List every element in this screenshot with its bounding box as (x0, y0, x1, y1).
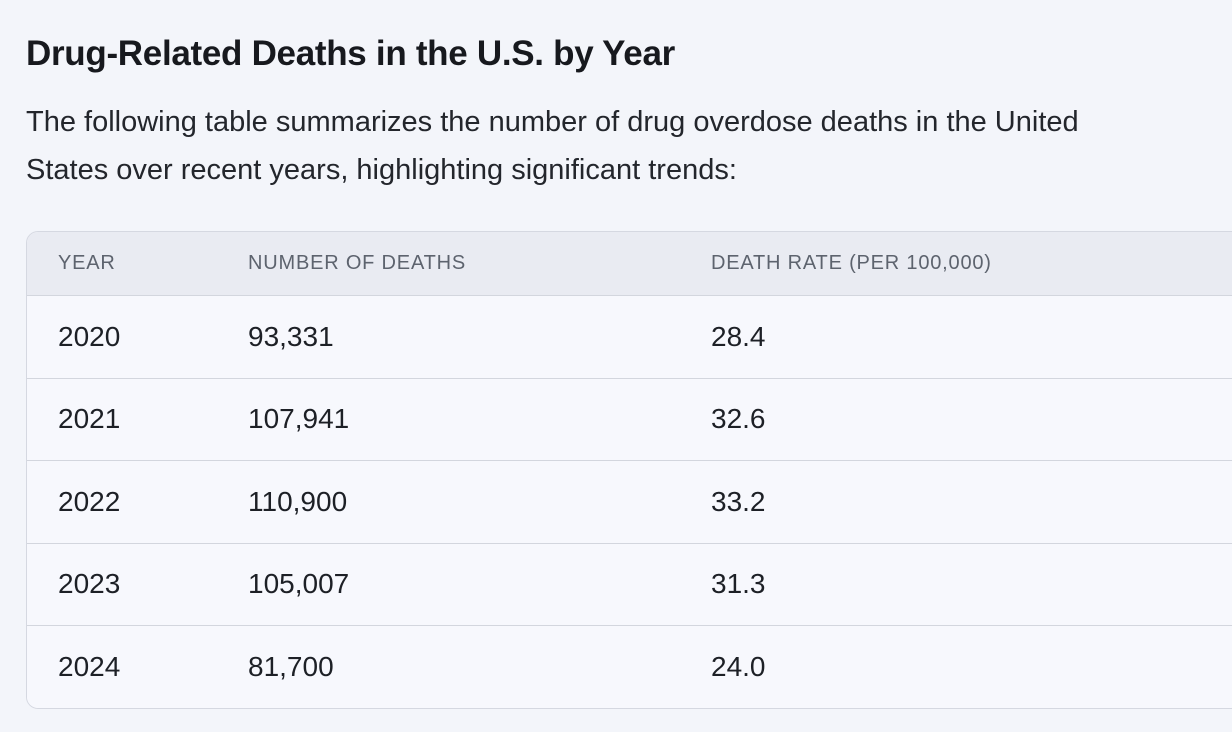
year-cell: 2023 (58, 568, 121, 600)
deaths-cell: 81,700 (248, 650, 334, 682)
intro-line-2: States over recent years, highlighting s… (26, 154, 737, 186)
table-row: 2020 93,331 28.4 (27, 295, 1232, 378)
table-row: 2024 81,700 24.0 (27, 625, 1232, 708)
rate-cell: 32.6 (711, 403, 766, 435)
intro-paragraph: The following table summarizes the numbe… (26, 98, 1232, 194)
year-cell: 2024 (58, 650, 121, 682)
page-title: Drug-Related Deaths in the U.S. by Year (26, 34, 675, 73)
rate-cell: 33.2 (711, 485, 766, 517)
rate-cell: 24.0 (711, 650, 766, 682)
deaths-cell: 107,941 (248, 403, 350, 435)
deaths-cell: 105,007 (248, 568, 350, 600)
column-header-year: YEAR (58, 252, 116, 274)
table-row: 2021 107,941 32.6 (27, 377, 1232, 460)
intro-line-1: The following table summarizes the numbe… (26, 106, 1079, 138)
deaths-table: YEAR NUMBER OF DEATHS DEATH RATE (PER 10… (26, 231, 1232, 709)
year-cell: 2021 (58, 403, 121, 435)
rate-cell: 28.4 (711, 320, 766, 352)
year-cell: 2022 (58, 485, 121, 517)
deaths-cell: 110,900 (248, 485, 348, 517)
document-content: Drug-Related Deaths in the U.S. by Year … (0, 31, 1232, 709)
year-cell: 2020 (58, 320, 121, 352)
column-header-death-rate: DEATH RATE (PER 100,000) (711, 252, 992, 274)
table-row: 2023 105,007 31.3 (27, 542, 1232, 625)
deaths-cell: 93,331 (248, 320, 334, 352)
column-header-number-of-deaths: NUMBER OF DEATHS (248, 252, 466, 274)
table-header-row: YEAR NUMBER OF DEATHS DEATH RATE (PER 10… (27, 232, 1232, 295)
rate-cell: 31.3 (711, 568, 766, 600)
table-row: 2022 110,900 33.2 (27, 460, 1232, 543)
